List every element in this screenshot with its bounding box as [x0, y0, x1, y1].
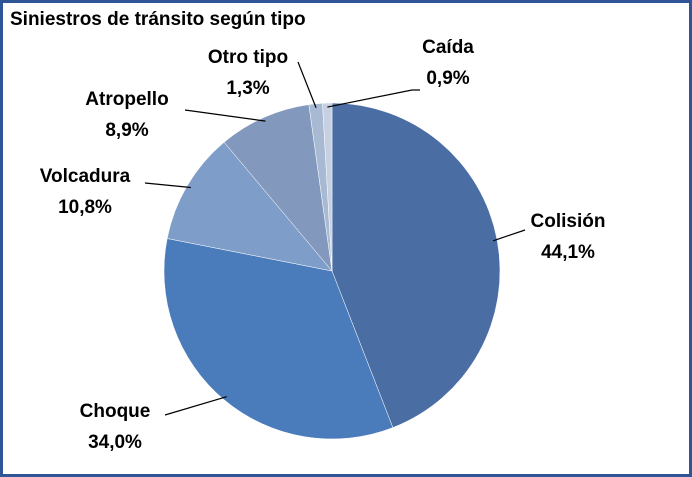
slice-label: Colisión — [531, 211, 606, 232]
slice-value-label: 44,1% — [541, 242, 595, 263]
leader-line — [184, 109, 266, 122]
leader-line — [297, 61, 317, 108]
slice-value-label: 10,8% — [58, 197, 112, 218]
leader-line — [144, 182, 191, 189]
slice-value-label: 0,9% — [426, 68, 469, 89]
pie-slice — [322, 102, 333, 272]
pie-slice — [166, 141, 333, 272]
slice-label: Choque — [80, 401, 151, 422]
slice-value-label: 1,3% — [226, 78, 269, 99]
pie-slice — [223, 104, 333, 272]
leader-line — [492, 229, 526, 242]
slice-label: Atropello — [85, 89, 168, 110]
pie-slice — [163, 238, 394, 440]
slice-label: Caída — [422, 37, 474, 58]
leader-line — [164, 396, 227, 416]
slice-value-label: 34,0% — [88, 432, 142, 453]
leader-line — [327, 89, 420, 108]
slice-value-label: 8,9% — [105, 120, 148, 141]
chart-title: Siniestros de tránsito según tipo — [10, 9, 306, 30]
slice-label: Volcadura — [40, 166, 131, 187]
slice-label: Otro tipo — [208, 47, 288, 68]
